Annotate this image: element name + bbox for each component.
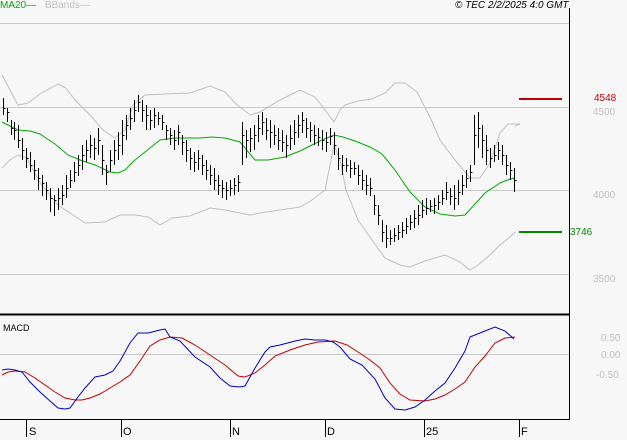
ma20-line <box>1 121 516 217</box>
macd-signal-line <box>1 336 516 402</box>
macd-label-0-00: 0.00 <box>601 350 621 361</box>
x-axis-ticks <box>26 420 520 437</box>
x-label-nov: N <box>232 426 240 438</box>
ohlc-bars <box>3 95 517 248</box>
price-label-3500: 3500 <box>593 274 616 285</box>
x-label-feb: F <box>521 426 528 438</box>
legend-ma20: MA20 <box>0 0 27 11</box>
bbands-lower-line <box>1 143 516 271</box>
macd-line <box>1 326 515 411</box>
legend-bbands: BBands <box>44 0 80 11</box>
chart-legend: MA20— BBands— <box>0 0 90 12</box>
x-label-dec: D <box>327 426 335 438</box>
price-gridlines <box>0 23 569 275</box>
resistance-label: 4548 <box>594 93 617 104</box>
macd-label-neg-0-50: -0.50 <box>596 370 619 381</box>
support-label: 3746 <box>570 227 593 238</box>
price-label-4500: 4500 <box>593 107 616 118</box>
x-label-2025: 25 <box>426 426 439 438</box>
x-label-oct: O <box>123 426 132 438</box>
x-label-sep: S <box>29 426 37 438</box>
macd-label-0-50: 0.50 <box>601 333 621 344</box>
legend-ma20-swatch: — <box>26 0 37 11</box>
price-label-4000: 4000 <box>593 190 616 201</box>
macd-title: MACD <box>3 323 30 333</box>
copyright-timestamp: © TEC 2/2/2025 4:0 GMT <box>455 0 569 11</box>
bbands-upper-line <box>1 74 521 179</box>
legend-bbands-swatch: — <box>79 0 90 11</box>
